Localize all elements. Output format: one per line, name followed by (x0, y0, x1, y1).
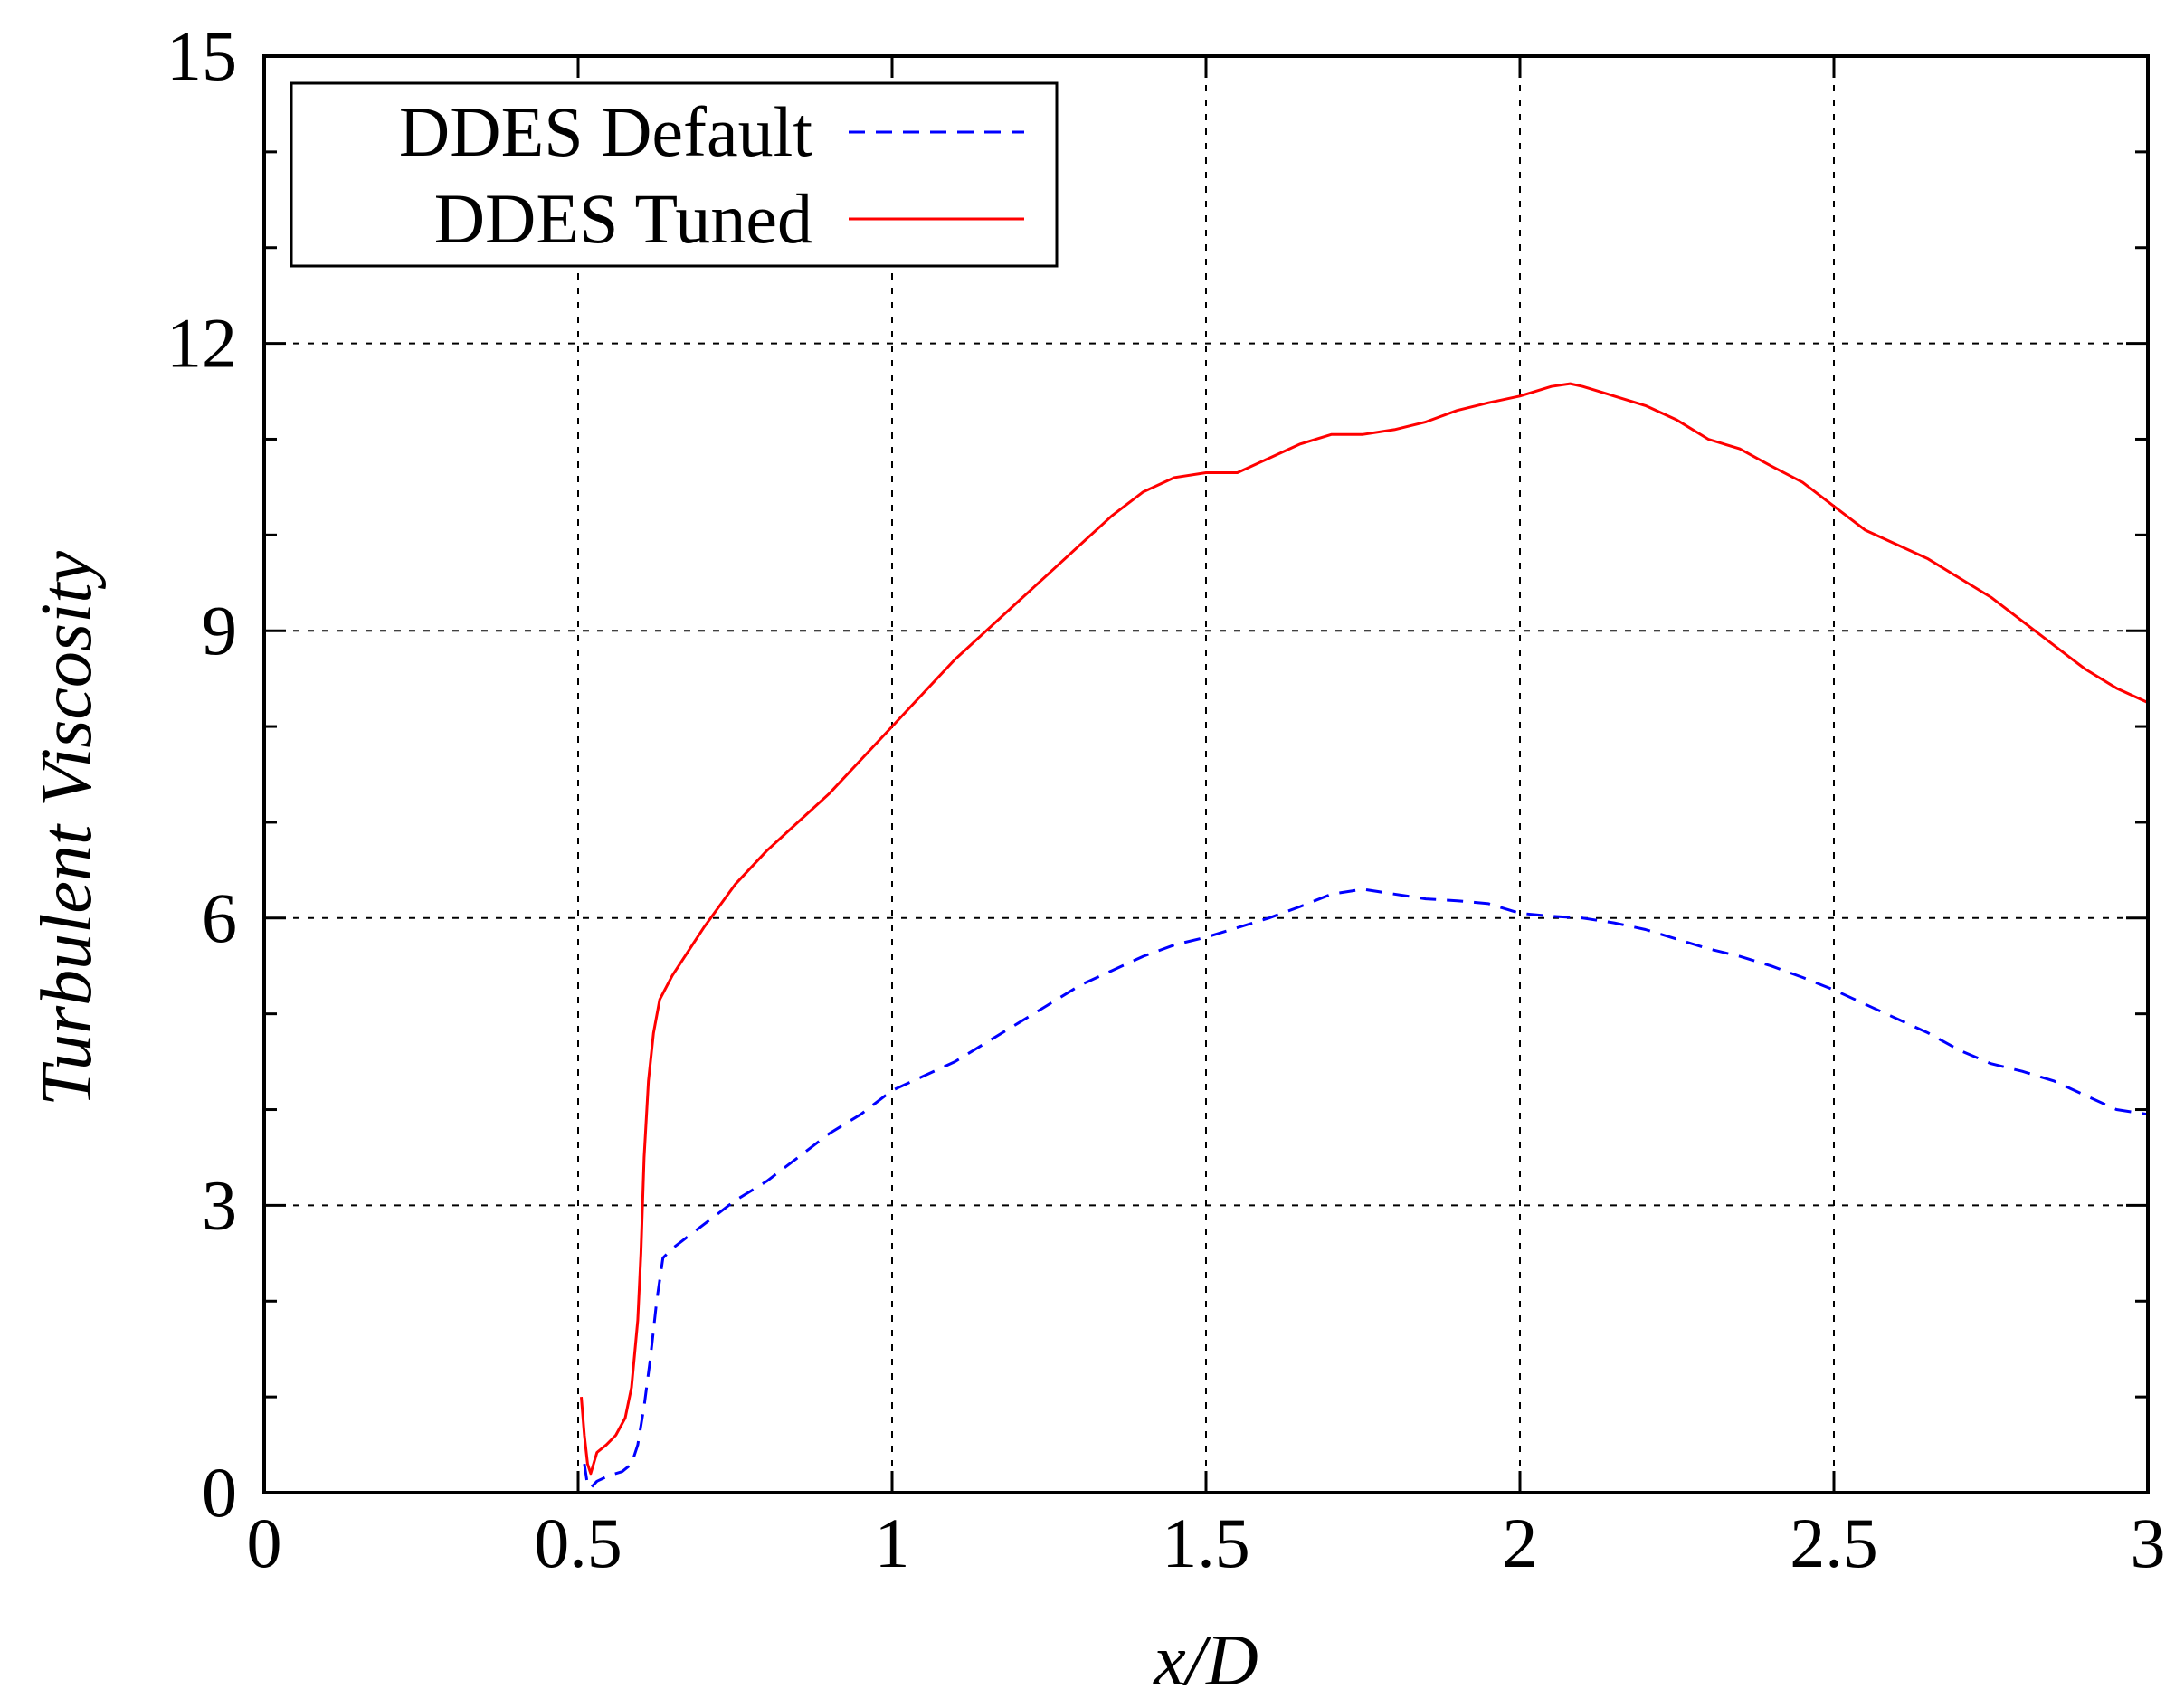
x-tick-label: 0.5 (534, 1504, 622, 1582)
series-group (580, 382, 2149, 1490)
y-tick-label: 0 (202, 1453, 237, 1532)
y-tick-label: 6 (202, 878, 237, 957)
legend: DDES Default DDES Tuned (290, 81, 1059, 268)
y-tick-label: 9 (202, 591, 237, 669)
x-axis-tick-labels: 0 0.5 1 1.5 2 2.5 3 (247, 1504, 2166, 1582)
legend-label-ddes-default: DDES Default (399, 92, 812, 171)
x-tick-label: 1.5 (1162, 1504, 1250, 1582)
y-axis-title: Turbulent Viscosity (27, 550, 107, 1106)
y-tick-label: 15 (166, 16, 237, 95)
x-tick-label: 1 (875, 1504, 910, 1582)
x-tick-label: 3 (2131, 1504, 2166, 1582)
x-tick-label: 2 (1503, 1504, 1538, 1582)
y-axis-tick-labels: 0 3 6 9 12 15 (166, 16, 237, 1532)
x-tick-label: 2.5 (1790, 1504, 1878, 1582)
series-line-ddes-default (583, 887, 2149, 1490)
grid (264, 56, 2148, 1493)
series-line-ddes-tuned (580, 382, 2149, 1476)
x-tick-label: 0 (247, 1504, 282, 1582)
legend-label-ddes-tuned: DDES Tuned (434, 179, 812, 258)
y-tick-label: 12 (166, 304, 237, 383)
x-axis-title: x/D (1153, 1621, 1258, 1701)
axis-ticks (262, 54, 2150, 1494)
legend-box (290, 81, 1059, 268)
y-tick-label: 3 (202, 1165, 237, 1244)
